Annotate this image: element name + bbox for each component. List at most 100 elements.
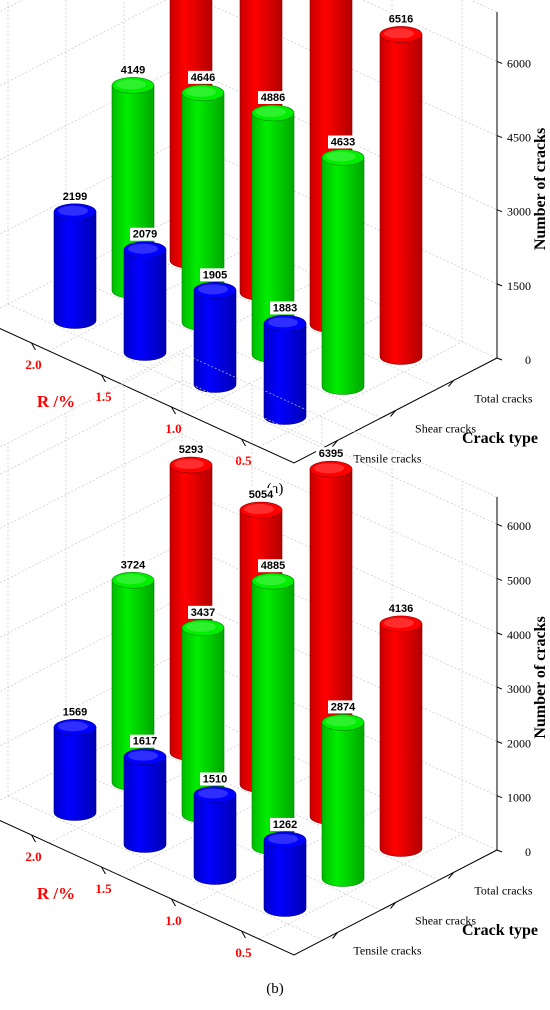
- crack-axis-title: Crack type: [462, 922, 538, 939]
- data-label: 4633: [331, 136, 355, 148]
- r-axis-title: R /%: [37, 884, 75, 903]
- r-axis-ticks: 2.0 1.5 1.0 0.5: [25, 834, 252, 960]
- crack-tick-mark: [332, 440, 338, 447]
- data-label: 2079: [133, 229, 157, 241]
- z-tick-label: 0: [525, 845, 531, 859]
- z-tick-mark: [496, 209, 503, 213]
- r-tick-mark: [171, 406, 176, 415]
- z-axis-title: Number of cracks: [532, 616, 549, 738]
- r-tick-mark: [241, 438, 246, 447]
- z-tick-label: 3000: [507, 682, 531, 696]
- r-tick-mark: [101, 866, 106, 875]
- crack-tick-mark: [390, 902, 396, 909]
- crack-tick-mark: [390, 410, 396, 417]
- r-tick-mark: [171, 898, 176, 907]
- z-tick-mark: [496, 740, 503, 744]
- bars: 5293 5054 3724 6395 3437 1569 4136 4885 1617 2874…: [53, 443, 423, 917]
- data-label: 1883: [273, 302, 297, 314]
- bar: 1569: [53, 705, 97, 821]
- z-tick-mark: [496, 135, 503, 139]
- data-label: 2874: [331, 701, 356, 713]
- data-label-bg: [60, 189, 90, 203]
- r-tick-label: 1.0: [165, 913, 181, 928]
- data-label-bg: [188, 70, 218, 84]
- crack-tick-label: Total cracks: [474, 884, 532, 898]
- z-tick-label: 3000: [507, 205, 531, 219]
- z-tick-label: 4500: [507, 131, 531, 145]
- data-label-bg: [130, 734, 160, 748]
- axis-frame: [0, 12, 498, 464]
- data-label: 6395: [319, 448, 343, 460]
- z-tick-mark: [496, 849, 503, 853]
- data-label: 4646: [191, 72, 215, 84]
- axis-frame: [0, 497, 498, 956]
- r-tick-label: 2.0: [25, 357, 41, 372]
- z-axis-ticks: 0 1500 3000 4500 6000: [496, 56, 531, 367]
- panel-label: (b): [266, 981, 284, 997]
- z-tick-mark: [496, 283, 503, 287]
- r-tick-mark: [31, 342, 36, 351]
- data-label: 2199: [63, 191, 87, 203]
- data-label-bg: [328, 700, 358, 714]
- z-tick-mark: [496, 632, 503, 636]
- bar: 1905: [193, 268, 237, 393]
- z-tick-label: 4000: [507, 628, 531, 642]
- z-tick-mark: [496, 523, 503, 527]
- bars: 6348672541496791464621996516488620794633…: [53, 0, 423, 425]
- data-label-bg: [386, 601, 416, 615]
- data-label-bg: [130, 227, 160, 241]
- bar: 1262: [263, 817, 307, 917]
- r-axis-ticks: 2.0 1.5 1.0 0.5: [25, 342, 252, 468]
- data-label: 4149: [121, 64, 145, 76]
- r-tick-mark: [101, 374, 106, 383]
- z-tick-mark: [496, 60, 503, 64]
- data-label-bg: [246, 488, 276, 502]
- bar: 2079: [123, 227, 167, 361]
- data-label-bg: [258, 90, 288, 104]
- r-tick-label: 1.5: [95, 389, 112, 404]
- data-label: 1617: [133, 736, 157, 748]
- z-axis-title: Number of cracks: [532, 128, 549, 250]
- r-tick-label: 0.5: [235, 453, 252, 468]
- data-label: 3437: [191, 607, 215, 619]
- data-label: 4886: [261, 92, 285, 104]
- data-label-bg: [270, 817, 300, 831]
- z-tick-mark: [496, 686, 503, 690]
- bar: 4136: [379, 601, 423, 857]
- bar: 1510: [193, 772, 237, 885]
- bar: 4633: [321, 135, 365, 395]
- data-label: 1905: [203, 269, 227, 281]
- chart-panel-a: 0 1500 3000 4500 6000 Number of cracks 2.0 1.5 1…: [0, 0, 549, 497]
- z-tick-label: 6000: [507, 56, 531, 70]
- r-tick-mark: [31, 834, 36, 843]
- data-label-bg: [176, 443, 206, 457]
- bar: 1617: [123, 734, 167, 853]
- data-label: 1569: [63, 706, 87, 718]
- data-label-bg: [316, 447, 346, 461]
- bar: 2874: [321, 700, 365, 887]
- data-label: 3724: [121, 559, 146, 571]
- data-label-bg: [60, 705, 90, 719]
- crack-tick-mark: [332, 932, 338, 939]
- data-label-bg: [270, 301, 300, 315]
- r-axis-title: R /%: [37, 392, 75, 411]
- crack-axis-ticks: Tensile cracks Shear cracks Total cracks: [332, 872, 533, 958]
- data-label-bg: [118, 63, 148, 77]
- data-label-bg: [200, 268, 230, 282]
- data-label-bg: [118, 558, 148, 572]
- data-label-bg: [200, 772, 230, 786]
- data-label-bg: [386, 12, 416, 26]
- z-axis-ticks: 0 1000 2000 3000 4000 5000 6000: [496, 519, 531, 859]
- crack-tick-label: Tensile cracks: [353, 944, 421, 958]
- crack-tick-mark: [448, 380, 454, 387]
- z-tick-label: 5000: [507, 573, 531, 587]
- r-tick-label: 2.0: [25, 849, 41, 864]
- crack-tick-label: Total cracks: [474, 392, 532, 406]
- bar: 4885: [251, 559, 295, 855]
- bar: 6516: [379, 12, 423, 365]
- data-label-bg: [258, 559, 288, 573]
- z-tick-mark: [496, 795, 503, 799]
- data-label: 1510: [203, 773, 227, 785]
- z-tick-label: 0: [525, 353, 531, 367]
